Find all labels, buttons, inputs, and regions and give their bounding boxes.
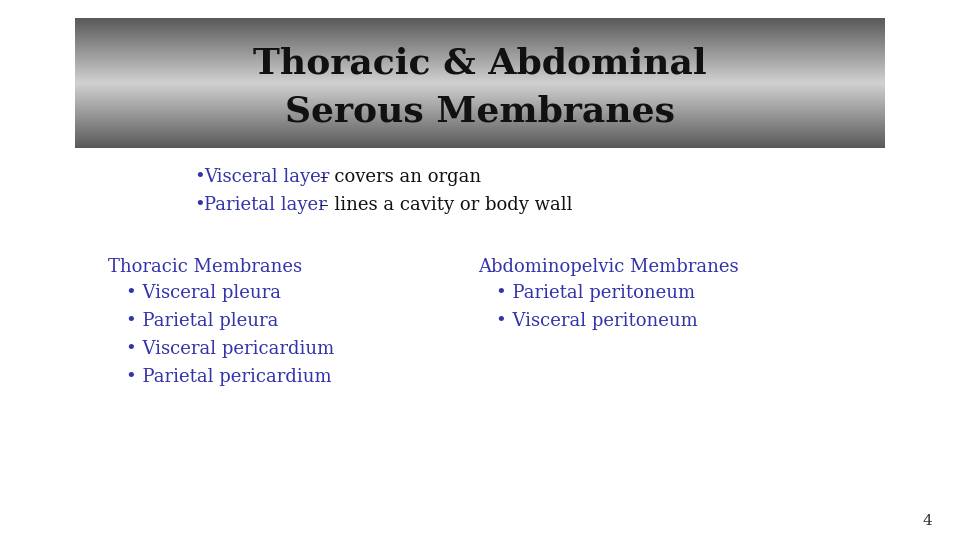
- Text: • Visceral pleura: • Visceral pleura: [126, 284, 281, 302]
- Text: •: •: [195, 196, 211, 214]
- Text: • Parietal pleura: • Parietal pleura: [126, 312, 278, 330]
- Text: •: •: [195, 168, 211, 186]
- Text: • Visceral peritoneum: • Visceral peritoneum: [496, 312, 698, 330]
- Text: • Parietal peritoneum: • Parietal peritoneum: [496, 284, 695, 302]
- Text: Visceral layer: Visceral layer: [204, 168, 329, 186]
- Text: Thoracic Membranes: Thoracic Membranes: [108, 258, 302, 276]
- Text: – covers an organ: – covers an organ: [314, 168, 481, 186]
- Text: 4: 4: [923, 514, 932, 528]
- Text: – lines a cavity or body wall: – lines a cavity or body wall: [314, 196, 572, 214]
- Text: Thoracic & Abdominal: Thoracic & Abdominal: [253, 46, 707, 80]
- Text: • Parietal pericardium: • Parietal pericardium: [126, 368, 331, 386]
- Text: Serous Membranes: Serous Membranes: [285, 94, 675, 129]
- Text: Parietal layer: Parietal layer: [204, 196, 327, 214]
- Text: • Visceral pericardium: • Visceral pericardium: [126, 340, 334, 358]
- Text: Abdominopelvic Membranes: Abdominopelvic Membranes: [478, 258, 738, 276]
